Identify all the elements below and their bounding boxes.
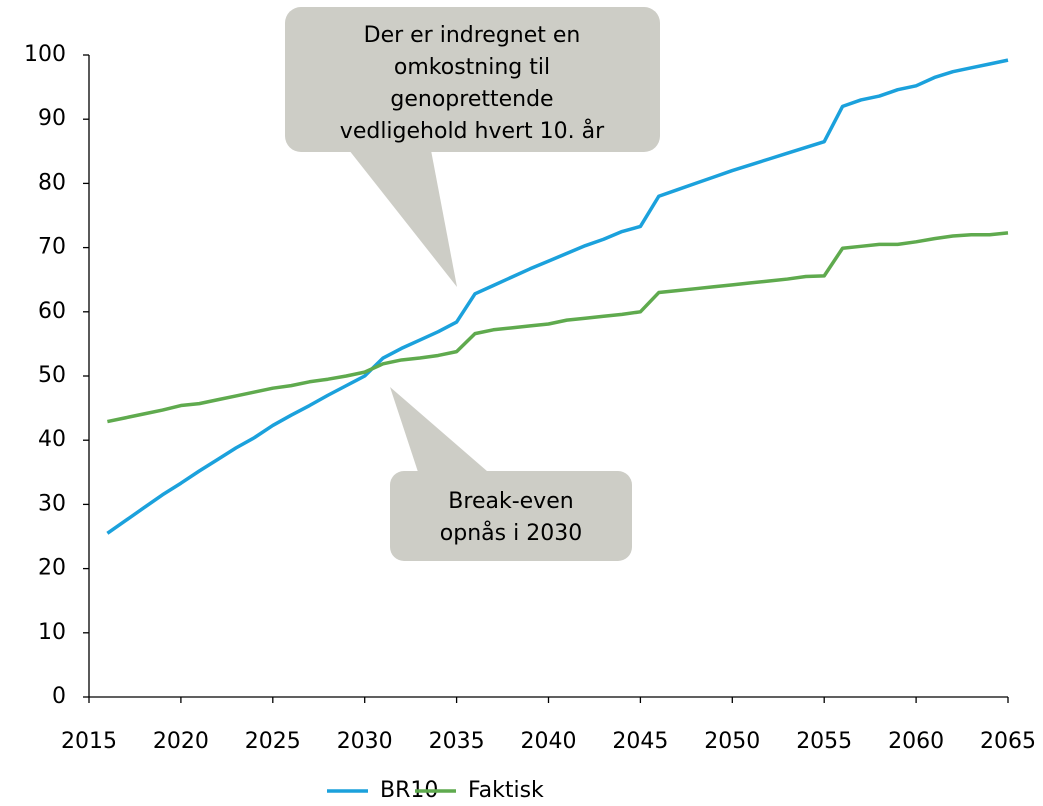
y-tick-label: 90 [38, 106, 66, 131]
y-tick-label: 30 [38, 491, 66, 516]
callout-pointer [345, 145, 457, 287]
y-tick-label: 20 [38, 556, 66, 581]
y-tick-label: 80 [38, 170, 66, 195]
callout-cost [285, 7, 660, 287]
x-tick-label: 2055 [796, 729, 852, 754]
annotation-text: Break-even [448, 489, 573, 514]
annotation-text: vedligehold hvert 10. år [340, 118, 605, 144]
y-tick-label: 50 [38, 363, 66, 388]
x-tick-label: 2040 [521, 729, 577, 754]
callout-pointer [390, 387, 495, 478]
x-tick-label: 2035 [429, 729, 485, 754]
y-tick-label: 10 [38, 620, 66, 645]
y-tick-label: 0 [52, 684, 66, 709]
line-series [107, 231, 1009, 424]
y-tick-label: 40 [38, 427, 66, 452]
annotation-text: opnås i 2030 [440, 520, 582, 546]
x-tick-label: 2015 [61, 729, 117, 754]
y-tick-label: 60 [38, 299, 66, 324]
legend-label: Faktisk [468, 778, 544, 803]
annotation-text: genoprettende [390, 87, 553, 112]
x-tick-label: 2025 [245, 729, 301, 754]
annotation-text: omkostning til [394, 55, 550, 80]
callout-breakeven [390, 387, 632, 561]
y-tick-label: 100 [24, 42, 66, 67]
x-tick-label: 2065 [980, 729, 1036, 754]
x-tick-label: 2045 [612, 729, 668, 754]
x-tick-label: 2050 [704, 729, 760, 754]
x-tick-label: 2030 [337, 729, 393, 754]
x-tick-label: 2060 [888, 729, 944, 754]
y-tick-label: 70 [38, 235, 66, 260]
line-series [106, 58, 1009, 535]
callout-box [390, 471, 632, 561]
callout-box [285, 7, 660, 152]
x-tick-label: 2020 [153, 729, 209, 754]
annotation-text: Der er indregnet en [364, 23, 581, 48]
